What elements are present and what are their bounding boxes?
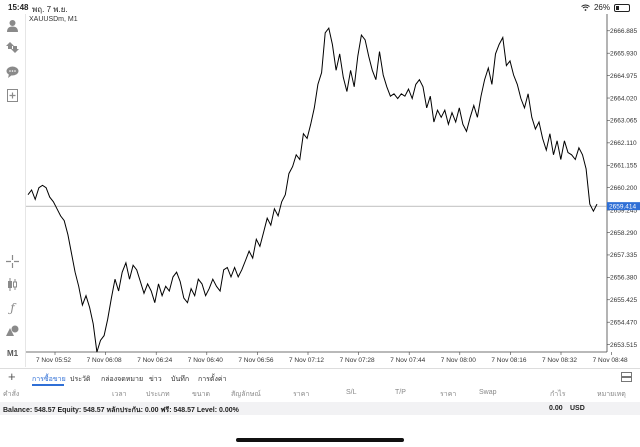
col-profit[interactable]: กำไร — [550, 391, 566, 398]
bottom-tabs-bar: + การซื้อขาย ประวัติ กล่องจดหมาย ข่าว บั… — [0, 368, 640, 386]
wifi-icon — [581, 4, 590, 11]
col-volume[interactable]: ขนาด — [192, 391, 211, 398]
chat-bubble-icon[interactable] — [4, 63, 21, 80]
price-tick-label: 2658.290 — [610, 230, 637, 237]
col-symbol[interactable]: สัญลักษณ์ — [231, 391, 261, 398]
price-tick-label: 2655.425 — [610, 297, 637, 304]
price-tick-label: 2662.110 — [610, 140, 637, 147]
price-tick-label: 2653.515 — [610, 342, 637, 349]
status-date: พฤ. 7 พ.ย. — [32, 5, 68, 14]
status-bar: 15:48 พฤ. 7 พ.ย. 26% — [0, 0, 640, 14]
symbol-label: XAUUSDm, M1 — [29, 16, 78, 23]
col-time[interactable]: เวลา — [112, 391, 127, 398]
tab-history[interactable]: ประวัติ — [70, 376, 91, 383]
time-tick-label: 7 Nov 05:52 — [36, 357, 71, 364]
active-tab-indicator — [32, 384, 64, 386]
battery-icon — [614, 3, 630, 12]
candlestick-icon[interactable] — [4, 276, 21, 293]
col-order[interactable]: คำสั่ง — [3, 391, 20, 398]
add-document-icon[interactable] — [4, 87, 21, 104]
status-right: 26% — [581, 3, 630, 12]
time-tick-label: 7 Nov 06:40 — [188, 357, 223, 364]
time-tick-label: 7 Nov 08:48 — [593, 357, 628, 364]
time-tick-label: 7 Nov 08:32 — [542, 357, 577, 364]
tab-mailbox[interactable]: กล่องจดหมาย — [101, 376, 144, 383]
price-tick-label: 2665.930 — [610, 50, 637, 57]
time-tick-label: 7 Nov 06:24 — [137, 357, 172, 364]
col-price-open[interactable]: ราคา — [293, 391, 310, 398]
price-tick-label: 2659.245 — [610, 207, 637, 214]
col-price-current[interactable]: ราคา — [440, 391, 457, 398]
price-line — [27, 26, 598, 353]
add-order-button[interactable]: + — [8, 369, 16, 384]
tab-news[interactable]: ข่าว — [149, 376, 162, 383]
objects-icon[interactable] — [4, 322, 21, 339]
time-tick-label: 7 Nov 07:12 — [289, 357, 324, 364]
price-tick-label: 2654.470 — [610, 319, 637, 326]
timeframe-button[interactable]: M1 — [6, 349, 19, 358]
col-sl[interactable]: S/L — [346, 389, 357, 396]
chart-canvas[interactable]: 2666.885 2665.930 2664.975 2664.020 2663.065… — [26, 14, 640, 367]
person-icon[interactable] — [4, 17, 21, 34]
left-toolbar: ƒ M1 — [0, 14, 26, 367]
col-swap[interactable]: Swap — [479, 389, 497, 396]
tab-trade[interactable]: การซื้อขาย — [32, 376, 66, 383]
col-comment[interactable]: หมายเหตุ — [597, 391, 626, 398]
current-price-marker: 2659.414 — [607, 202, 640, 210]
function-icon[interactable]: ƒ — [10, 300, 15, 315]
col-tp[interactable]: T/P — [395, 389, 406, 396]
price-chart[interactable]: 2666.885 2665.930 2664.975 2664.020 2663.065… — [26, 14, 640, 367]
home-indicator[interactable] — [236, 438, 404, 442]
time-tick-label: 7 Nov 06:08 — [87, 357, 122, 364]
balance-bar: Balance: 548.57 Equity: 548.57 หลักประกั… — [0, 402, 640, 415]
price-tick-label: 2661.155 — [610, 163, 637, 170]
tab-journal[interactable]: บันทึก — [171, 376, 190, 383]
price-tick-label: 2660.200 — [610, 185, 637, 192]
orders-table-header: คำสั่ง เวลา ประเภท ขนาด สัญลักษณ์ ราคา S… — [0, 386, 640, 400]
layout-toggle-icon[interactable] — [621, 372, 632, 382]
total-profit: 0.00 — [549, 405, 563, 412]
price-tick-label: 2666.885 — [610, 28, 637, 35]
status-time: 15:48 — [8, 3, 29, 12]
time-tick-label: 7 Nov 08:00 — [441, 357, 476, 364]
col-type[interactable]: ประเภท — [146, 391, 170, 398]
price-tick-label: 2663.065 — [610, 118, 637, 125]
time-tick-label: 7 Nov 07:28 — [340, 357, 375, 364]
price-tick-label: 2657.335 — [610, 252, 637, 259]
crosshair-icon[interactable] — [4, 253, 21, 270]
account-currency: USD — [570, 405, 585, 412]
trade-arrows-icon[interactable] — [4, 39, 21, 56]
price-tick-label: 2664.020 — [610, 95, 637, 102]
svg-text:2659.414: 2659.414 — [609, 203, 636, 210]
time-tick-label: 7 Nov 08:16 — [491, 357, 526, 364]
time-tick-label: 7 Nov 06:56 — [238, 357, 273, 364]
tab-settings[interactable]: การตั้งค่า — [198, 376, 227, 383]
battery-percent: 26% — [593, 3, 610, 12]
price-tick-label: 2656.380 — [610, 275, 637, 282]
time-tick-label: 7 Nov 07:44 — [390, 357, 425, 364]
balance-summary: Balance: 548.57 Equity: 548.57 หลักประกั… — [3, 407, 239, 414]
price-tick-label: 2664.975 — [610, 73, 637, 80]
